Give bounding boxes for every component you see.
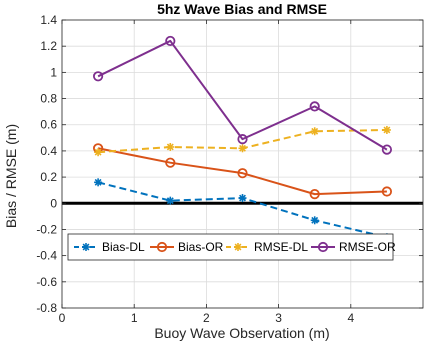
series-line xyxy=(97,39,388,151)
y-axis-label: Bias / RMSE (m) xyxy=(3,124,19,228)
x-tick-label: 4 xyxy=(347,311,354,325)
y-tick-label: 0.8 xyxy=(40,92,57,106)
plot-background xyxy=(62,20,423,308)
legend-marker xyxy=(317,241,329,253)
series-bias-or xyxy=(93,143,392,200)
legend-label: Bias-OR xyxy=(178,240,224,254)
legend-item-bias-dl: Bias-DL xyxy=(74,240,145,254)
data-point xyxy=(94,148,103,157)
y-tick-label: 0.6 xyxy=(40,118,57,132)
x-tick-label: 1 xyxy=(131,311,138,325)
legend-item-rmse-or: RMSE-OR xyxy=(311,240,396,254)
data-point xyxy=(238,194,247,203)
data-point xyxy=(310,127,319,136)
data-point xyxy=(165,157,176,168)
y-tick-label: -0.8 xyxy=(36,301,57,315)
x-axis-label: Buoy Wave Observation (m) xyxy=(154,325,329,341)
legend-marker xyxy=(156,241,168,253)
legend-item-bias-or: Bias-OR xyxy=(150,240,224,254)
y-tick-label: 1.2 xyxy=(40,39,57,53)
data-point xyxy=(382,125,391,134)
series-rmse-or xyxy=(93,35,392,155)
legend-label: Bias-DL xyxy=(102,240,145,254)
data-point xyxy=(93,71,104,82)
plot-area: -0.8 -0.6 -0.4 -0.2 0 0.2 0.4 0.6 0.8 1 1.2 1.4 0 1 2 3… xyxy=(36,13,424,325)
x-tick-label: 3 xyxy=(275,311,282,325)
y-tick-label: 0 xyxy=(50,196,57,210)
legend-label: RMSE-OR xyxy=(339,240,396,254)
data-point xyxy=(166,196,175,205)
data-point xyxy=(238,144,247,153)
legend-marker xyxy=(82,243,90,251)
x-tick-label: 0 xyxy=(59,311,66,325)
y-tick-label: -0.2 xyxy=(36,222,57,236)
data-point xyxy=(309,189,320,200)
x-tick-label: 2 xyxy=(203,311,210,325)
y-tick-label: 0.4 xyxy=(40,144,57,158)
y-tick-label: 0.2 xyxy=(40,170,57,184)
y-tick-label: -0.6 xyxy=(36,275,57,289)
legend-item-rmse-dl: RMSE-DL xyxy=(226,240,308,254)
y-tick-label: -0.4 xyxy=(36,249,57,263)
data-point xyxy=(381,144,392,155)
data-point xyxy=(237,134,248,145)
data-point xyxy=(237,168,248,179)
legend: Bias-DL Bias-OR RMSE-DL RMSE-OR xyxy=(67,233,396,261)
y-tick-label: 1.4 xyxy=(40,13,57,27)
axes-box xyxy=(61,19,424,309)
chart-title: 5hz Wave Bias and RMSE xyxy=(157,1,327,17)
y-tick-label: 1 xyxy=(50,65,57,79)
data-point xyxy=(381,186,392,197)
legend-label: RMSE-DL xyxy=(254,240,308,254)
data-point xyxy=(165,35,176,47)
data-point xyxy=(166,142,175,151)
legend-marker xyxy=(234,243,242,251)
data-point xyxy=(94,178,103,187)
data-point xyxy=(310,216,319,225)
data-point xyxy=(309,101,320,112)
series-rmse-dl xyxy=(94,125,391,157)
series-line xyxy=(97,147,387,196)
